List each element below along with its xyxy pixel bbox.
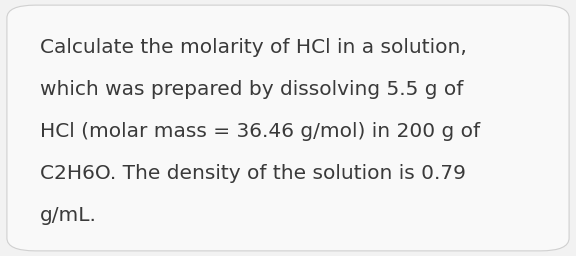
Text: C2H6O. The density of the solution is 0.79: C2H6O. The density of the solution is 0.…: [40, 164, 466, 183]
FancyBboxPatch shape: [7, 5, 569, 251]
Text: which was prepared by dissolving 5.5 g of: which was prepared by dissolving 5.5 g o…: [40, 80, 463, 99]
Text: HCl (molar mass = 36.46 g/mol) in 200 g of: HCl (molar mass = 36.46 g/mol) in 200 g …: [40, 122, 480, 141]
Text: Calculate the molarity of HCl in a solution,: Calculate the molarity of HCl in a solut…: [40, 38, 467, 57]
Text: g/mL.: g/mL.: [40, 206, 97, 225]
